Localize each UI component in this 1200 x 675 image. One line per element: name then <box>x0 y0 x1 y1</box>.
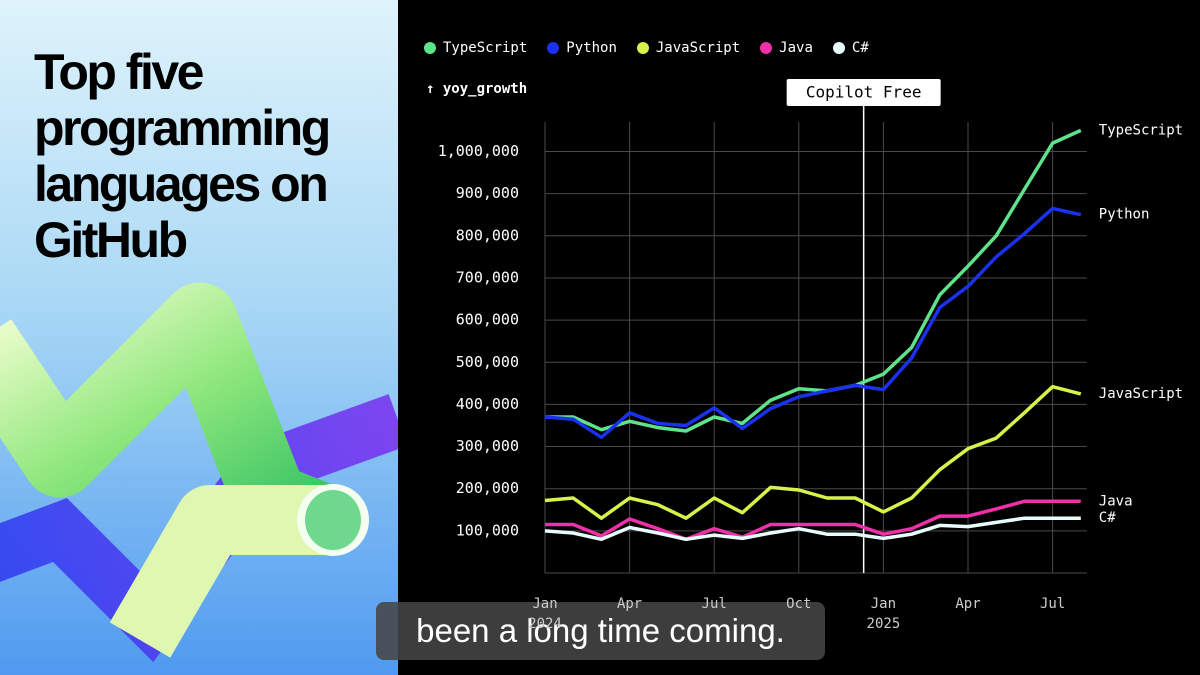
legend-item: JavaScript <box>636 40 741 56</box>
y-tick-label: 100,000 <box>456 521 519 539</box>
y-tick-label: 700,000 <box>456 268 519 286</box>
legend-label: TypeScript <box>443 40 528 56</box>
slide-title: Top five programming languages on GitHub <box>34 44 331 268</box>
series-line <box>544 516 1081 542</box>
decoration <box>0 282 398 663</box>
annotation-box <box>786 79 941 106</box>
x-tick-label: Jan 2024 <box>528 596 562 632</box>
series-line <box>544 206 1082 440</box>
x-tick-label: Jan 2025 <box>866 596 901 632</box>
series-line <box>545 128 1082 433</box>
legend-label: Java <box>779 40 813 56</box>
series-end-label: C# <box>1099 510 1116 526</box>
annotation-text: Copilot Free <box>806 83 922 102</box>
series-line <box>544 384 1082 520</box>
legend-label: JavaScript <box>655 40 741 56</box>
legend-label: Python <box>566 40 617 56</box>
series-end-label: JavaScript <box>1099 386 1183 402</box>
y-tick-label: 400,000 <box>456 395 519 413</box>
x-tick-label: Apr <box>616 596 643 612</box>
y-tick-label: 800,000 <box>456 226 519 244</box>
legend-item: C# <box>832 40 869 56</box>
series-end-label: Python <box>1099 207 1150 223</box>
legend-item: Python <box>547 40 617 56</box>
legend-item: Java <box>760 40 813 56</box>
series-end-label: TypeScript <box>1099 122 1183 138</box>
legend-swatch <box>424 42 436 54</box>
title-panel: Top five programming languages on GitHub <box>0 0 398 675</box>
y-tick-label: 500,000 <box>456 353 519 371</box>
series-end-label: Java <box>1099 493 1133 509</box>
legend-item: TypeScript <box>424 40 527 56</box>
y-tick-label: 200,000 <box>456 479 519 497</box>
series-line <box>545 499 1081 542</box>
legend-swatch <box>547 42 560 54</box>
y-tick-label: 600,000 <box>456 311 519 329</box>
caption: been a long time coming. <box>376 602 825 660</box>
y-tick-label: 900,000 <box>456 184 519 202</box>
legend-swatch <box>832 42 845 54</box>
legend-swatch <box>636 42 649 54</box>
x-tick-label: Jul <box>701 596 727 612</box>
legend: TypeScript Python JavaScript Java C# <box>424 40 869 56</box>
y-tick-label: 1,000,000 <box>438 142 519 160</box>
chart: 100,000 200,000 300,000 400,000 500,000 600,0… <box>426 79 1183 574</box>
y-tick-label: 300,000 <box>456 437 519 455</box>
y-axis-label: ↑ yoy_growth <box>426 81 527 97</box>
x-tick-label: Jul <box>1039 596 1066 612</box>
x-tick-label: Apr <box>955 596 981 612</box>
legend-swatch <box>760 42 773 54</box>
legend-label: C# <box>851 40 869 56</box>
x-tick-label: Oct <box>786 596 812 612</box>
